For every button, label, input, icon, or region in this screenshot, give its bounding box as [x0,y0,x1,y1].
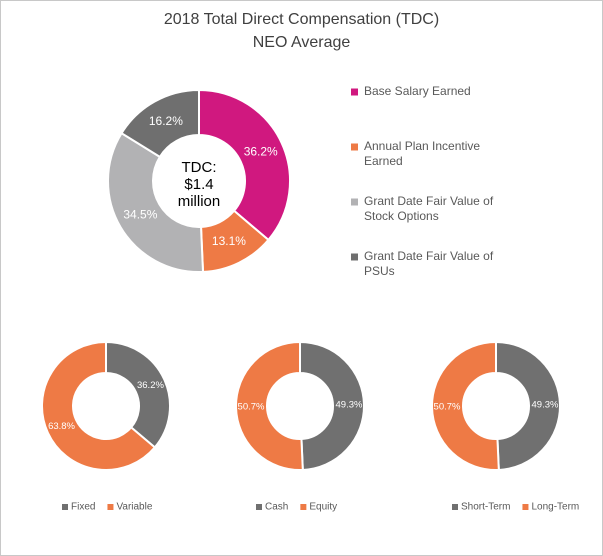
legend-swatch-cash [256,504,262,510]
main-slice-grant-date-fair-value-of-psus [120,88,200,159]
main-slice-label: 36.2% [244,145,278,159]
legend-label: Grant Date Fair Value of [364,194,494,208]
legend-swatch-short-term [452,504,458,510]
center-label: $1.4 [184,176,213,193]
donut-0-slice-fixed [105,340,171,449]
legend-swatch-equity [300,504,307,510]
donut-0-slice-label: 36.2% [137,380,164,391]
legend-swatch-annual-plan-incentive-earned [351,143,358,151]
main-slice-label: 34.5% [123,208,157,222]
legend-swatch-grant-date-fair-value-of-stock-options [351,198,358,206]
legend-label-short-term: Short-Term [461,502,510,513]
legend-label: Annual Plan Incentive [364,139,480,153]
donut-2-slice-label: 49.3% [532,399,559,410]
donut-0-slice-label: 63.8% [48,421,75,432]
donut-2-slice-short-term [495,340,561,471]
legend-label-equity: Equity [309,502,337,513]
donut-1-slice-cash [299,340,365,471]
legend-label: Stock Options [364,209,439,223]
donut-2-slice-long-term [431,340,500,471]
main-slice-label: 13.1% [212,234,246,248]
main-slice-grant-date-fair-value-of-stock-options [107,131,205,273]
legend-label-fixed: Fixed [71,502,95,513]
legend-swatch-base-salary-earned [351,88,358,96]
legend-swatch-grant-date-fair-value-of-psus [351,253,358,261]
legend-label: PSUs [364,264,395,278]
legend-swatch-variable [107,504,114,510]
legend-swatch-long-term [522,504,529,510]
donut-0-slice-variable [41,340,157,471]
donut-2-slice-label: 50.7% [434,402,461,413]
legend-label-variable: Variable [116,502,152,513]
legend-label: Base Salary Earned [364,84,471,98]
donut-1-slice-equity [235,340,304,471]
legend-swatch-fixed [62,504,68,510]
chart-title: 2018 Total Direct Compensation (TDC) [163,11,440,28]
center-label: TDC: [182,159,217,176]
chart-subtitle: NEO Average [252,34,351,51]
legend-label: Grant Date Fair Value of [364,249,494,263]
donut-1-slice-label: 49.3% [336,399,363,410]
legend-label-long-term: Long-Term [531,502,579,513]
main-slice-base-salary-earned [198,88,291,242]
center-label: million [178,193,221,210]
main-slice-label: 16.2% [149,114,183,128]
legend-label-cash: Cash [265,502,288,513]
legend-label: Earned [364,154,403,168]
donut-1-slice-label: 50.7% [238,402,265,413]
